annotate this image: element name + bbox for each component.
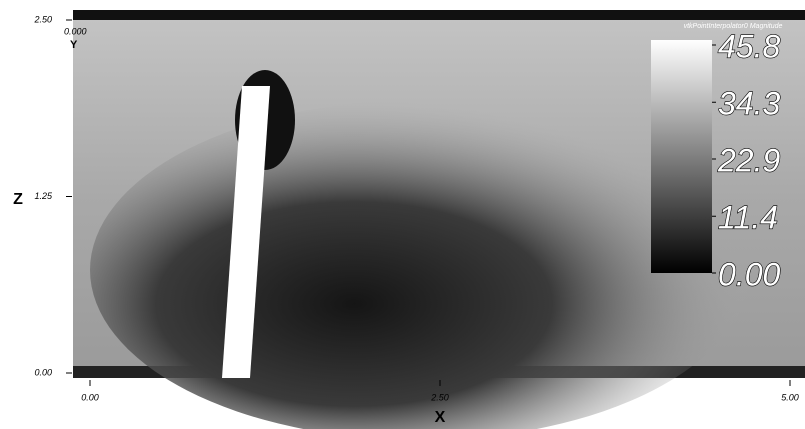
colorbar-tick-label: 34.3 xyxy=(718,86,780,122)
x-tick-label: 0.00 xyxy=(81,392,99,402)
colorbar-tick-label: 45.8 xyxy=(718,28,780,64)
annotation: 0.000 xyxy=(64,26,87,36)
y-axis-label: Z xyxy=(13,191,23,208)
chart: vtkPointInterpolator0 Magnitude X Z 0.00… xyxy=(0,0,805,429)
y-tick-label: 1.25 xyxy=(34,191,53,201)
colorbar-tick-label: 0.00 xyxy=(718,256,780,292)
x-tick-label: 5.00 xyxy=(781,392,799,402)
colorbar-tick-label: 22.9 xyxy=(717,142,780,178)
y-tick-label: 2.50 xyxy=(33,14,52,24)
annotation: Y xyxy=(70,39,78,51)
colorbar xyxy=(651,40,712,273)
x-axis-label: X xyxy=(435,409,446,426)
colorbar-tick-label: 11.4 xyxy=(718,200,778,236)
x-tick-label: 2.50 xyxy=(430,392,449,402)
y-tick-label: 0.00 xyxy=(34,367,52,377)
